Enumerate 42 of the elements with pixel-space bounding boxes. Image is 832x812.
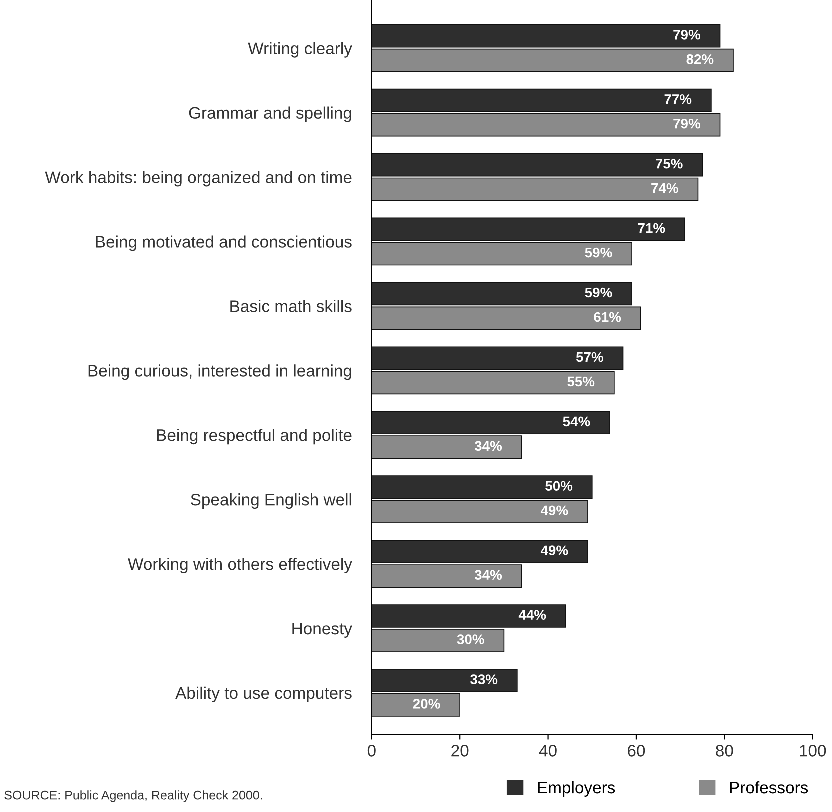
data-label: 30%	[457, 634, 484, 644]
x-tick-label: 80	[716, 745, 734, 757]
data-label: 49%	[540, 546, 568, 556]
x-tick-label: 0	[368, 745, 376, 757]
y-tick-label: Grammar and spelling	[189, 106, 352, 122]
data-label: 61%	[594, 312, 622, 322]
legend-label: Professors	[730, 781, 808, 794]
data-label: 55%	[568, 376, 595, 387]
data-label: 50%	[546, 481, 573, 492]
x-tick-label: 40	[539, 745, 557, 757]
data-label: 59%	[585, 288, 612, 298]
data-label: 82%	[686, 54, 714, 64]
y-tick-label: Working with others effectively	[128, 558, 352, 574]
data-label: 57%	[576, 352, 604, 362]
y-tick-label: Honesty	[292, 623, 352, 638]
y-tick-label: Being respectful and polite	[157, 429, 352, 445]
data-label: 74%	[652, 183, 678, 194]
data-label: 77%	[664, 94, 692, 104]
legend-label: Employers	[538, 781, 616, 797]
y-tick-label: Basic math skills	[230, 300, 352, 312]
data-label: 44%	[518, 610, 546, 620]
y-tick-label: Ability to use computers	[176, 686, 352, 702]
data-label: 79%	[674, 30, 700, 40]
x-tick-label: 100	[800, 745, 826, 757]
y-tick-label: Work habits: being organized and on time	[45, 171, 352, 187]
y-tick-label: Being motivated and conscientious	[96, 236, 352, 252]
y-tick-label: Speaking English well	[191, 494, 352, 510]
data-label: 59%	[585, 248, 612, 258]
data-label: 75%	[656, 158, 683, 169]
y-tick-label: Writing clearly	[248, 42, 352, 58]
x-tick-label: 20	[452, 745, 469, 757]
data-label: 79%	[674, 118, 700, 129]
y-tick-label: Being curious, interested in learning	[88, 364, 352, 380]
data-label: 71%	[638, 223, 666, 234]
data-label: 34%	[474, 570, 502, 580]
data-label: 54%	[563, 416, 590, 427]
data-label: 34%	[474, 441, 502, 452]
x-tick-label: 60	[628, 745, 646, 757]
data-label: 20%	[413, 699, 440, 709]
data-label: 33%	[470, 674, 498, 684]
source-note: SOURCE: Public Agenda, Reality Check 2000.	[4, 790, 262, 802]
data-label: 49%	[540, 506, 568, 516]
